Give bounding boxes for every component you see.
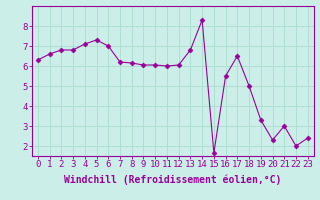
X-axis label: Windchill (Refroidissement éolien,°C): Windchill (Refroidissement éolien,°C) (64, 175, 282, 185)
